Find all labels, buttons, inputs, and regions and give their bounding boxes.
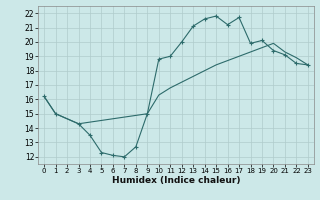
X-axis label: Humidex (Indice chaleur): Humidex (Indice chaleur) (112, 176, 240, 185)
